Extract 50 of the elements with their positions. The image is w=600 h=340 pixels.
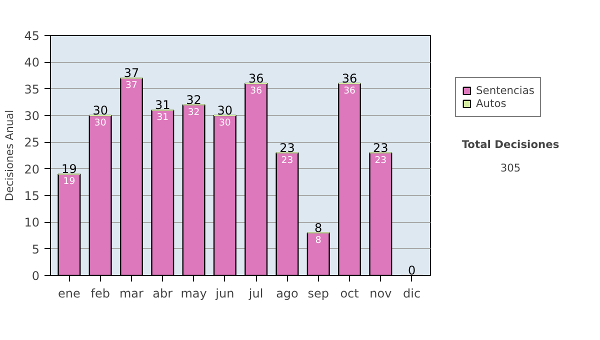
- data-label: 23: [374, 154, 387, 166]
- data-label: 32: [188, 106, 200, 118]
- total-label: 32: [186, 92, 202, 107]
- y-tick-label: 25: [24, 136, 40, 150]
- x-tick-label: may: [180, 286, 207, 300]
- legend-label: Autos: [476, 97, 506, 110]
- data-label: 23: [281, 154, 294, 166]
- x-tick-label: dic: [403, 286, 421, 300]
- y-axis-title: Decisiones Anual: [3, 110, 16, 202]
- data-label: 31: [156, 112, 169, 124]
- x-tick-label: abr: [152, 286, 173, 300]
- y-tick-label: 5: [32, 242, 40, 256]
- y-tick-label: 35: [24, 82, 40, 96]
- y-tick-label: 20: [24, 162, 40, 176]
- total-label: 30: [92, 104, 108, 118]
- x-tick-label: jun: [214, 286, 234, 300]
- y-tick-label: 10: [24, 216, 40, 230]
- total-label: 19: [62, 162, 77, 176]
- total-label: 23: [373, 140, 388, 155]
- x-tick-label: sep: [308, 286, 330, 300]
- data-label: 36: [250, 86, 262, 96]
- total-label: 23: [280, 140, 295, 155]
- x-tick-label: nov: [370, 286, 392, 300]
- x-tick-label: jul: [248, 286, 264, 300]
- y-tick-label: 45: [24, 29, 40, 43]
- legend-label: Sentencias: [476, 84, 534, 97]
- total-label: 30: [217, 104, 233, 118]
- total-label: 0: [408, 264, 416, 278]
- y-tick-label: 30: [24, 109, 40, 123]
- data-label: 37: [126, 80, 138, 92]
- data-label: 30: [94, 118, 106, 128]
- total-label: 36: [342, 72, 358, 86]
- x-tick-label: ene: [58, 286, 80, 300]
- total-label: 31: [154, 98, 170, 112]
- text: 305: [500, 162, 521, 175]
- total-label: 36: [248, 72, 264, 86]
- y-tick-label: 15: [24, 189, 40, 203]
- data-label: 8: [315, 234, 322, 246]
- x-tick-label: mar: [119, 286, 144, 300]
- x-tick-label: oct: [340, 286, 360, 300]
- data-label: 30: [218, 118, 231, 128]
- y-tick-label: 40: [24, 56, 40, 70]
- total-label: 8: [314, 220, 322, 235]
- total-label: 37: [124, 66, 140, 80]
- data-label: 36: [344, 86, 356, 96]
- x-tick-label: feb: [90, 286, 110, 300]
- x-tick-label: ago: [276, 286, 298, 300]
- text: Total Decisiones: [462, 138, 560, 152]
- data-label: 19: [63, 176, 76, 188]
- y-tick-label: 0: [32, 269, 40, 283]
